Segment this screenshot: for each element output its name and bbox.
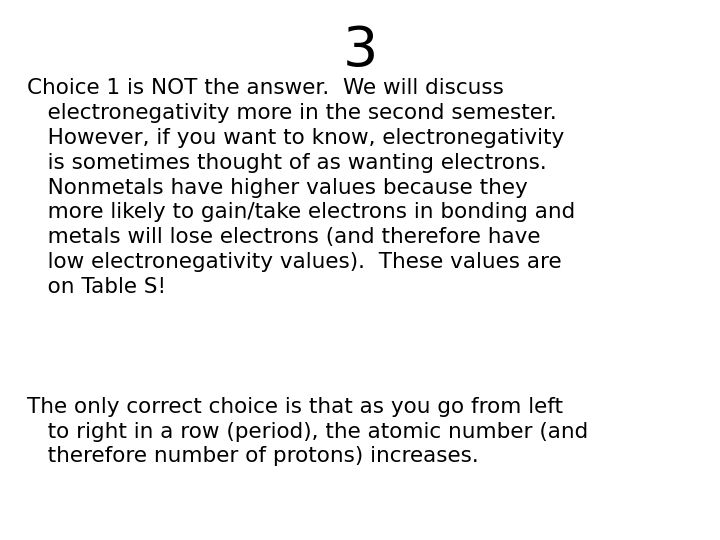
Text: Choice 1 is NOT the answer.  We will discuss
   electronegativity more in the se: Choice 1 is NOT the answer. We will disc… — [27, 78, 575, 296]
Text: The only correct choice is that as you go from left
   to right in a row (period: The only correct choice is that as you g… — [27, 397, 589, 467]
Text: 3: 3 — [342, 24, 378, 78]
